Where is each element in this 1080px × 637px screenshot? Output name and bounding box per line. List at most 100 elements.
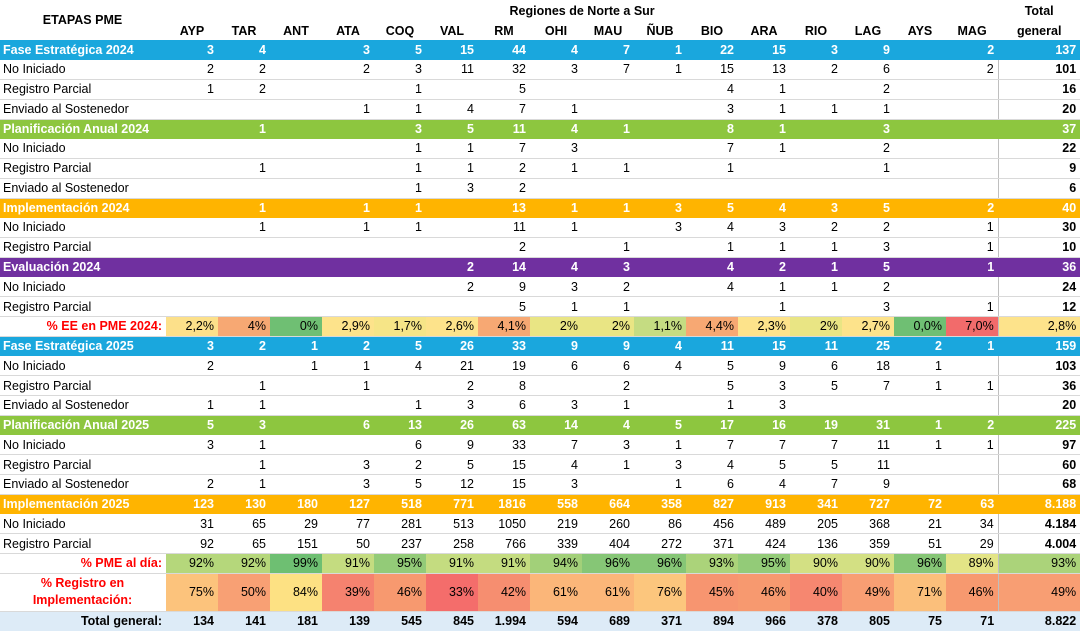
cell-lag: 727 bbox=[842, 494, 894, 514]
cell-ays bbox=[894, 198, 946, 218]
cell-ayp bbox=[166, 198, 218, 218]
cell-coq: 1 bbox=[374, 198, 426, 218]
cell-rm: 9 bbox=[478, 277, 530, 298]
cell-bio: 894 bbox=[686, 610, 738, 631]
cell-ayp: 31 bbox=[166, 514, 218, 535]
cell-tar: 4% bbox=[218, 316, 270, 337]
cell-rio: 136 bbox=[790, 533, 842, 554]
cell-ñub: 76% bbox=[634, 573, 686, 612]
cell-bio: 4 bbox=[686, 257, 738, 277]
cell-mag bbox=[946, 178, 999, 199]
cell-ñub: 96% bbox=[634, 553, 686, 574]
cell-ohi bbox=[530, 178, 582, 199]
cell-ara: 1 bbox=[738, 79, 790, 100]
cell-ohi: 4 bbox=[530, 119, 582, 139]
cell-mag: 29 bbox=[946, 533, 999, 554]
cell-ñub: 3 bbox=[634, 217, 686, 238]
cell-ayp: 2,2% bbox=[166, 316, 218, 337]
cell-coq: 237 bbox=[374, 533, 426, 554]
cell-mau: 664 bbox=[582, 494, 634, 514]
cell-tar: 1 bbox=[218, 119, 270, 139]
cell-coq: 3 bbox=[374, 119, 426, 139]
cell-mau: 1 bbox=[582, 296, 634, 317]
cell-ñub: 4 bbox=[634, 336, 686, 356]
cell-bio: 827 bbox=[686, 494, 738, 514]
cell-rm: 15 bbox=[478, 474, 530, 495]
cell-ata: 1 bbox=[322, 99, 374, 120]
cell-mag bbox=[946, 158, 999, 179]
cell-ata bbox=[322, 435, 374, 456]
cell-mau bbox=[582, 474, 634, 495]
cell-mau: 2% bbox=[582, 316, 634, 337]
header-total-line1: Total bbox=[998, 0, 1080, 20]
cell-ara: 9 bbox=[738, 356, 790, 377]
cell-coq: 1 bbox=[374, 158, 426, 179]
header-regiones: Regiones de Norte a Sur bbox=[166, 0, 999, 20]
table-row: Enviado al Sostenedor 2 1 3 5 12 15 3 1 6 4 7 9 68 bbox=[0, 474, 1080, 495]
cell-rm: 14 bbox=[478, 257, 530, 277]
cell-bio: 7 bbox=[686, 435, 738, 456]
cell-rio: 1 bbox=[790, 237, 842, 258]
cell-tar: 1 bbox=[218, 395, 270, 416]
cell-ara: 15 bbox=[738, 336, 790, 356]
cell-ohi: 14 bbox=[530, 415, 582, 435]
cell-mag bbox=[946, 277, 999, 298]
cell-coq bbox=[374, 277, 426, 298]
cell-total-general: 22 bbox=[997, 138, 1080, 159]
cell-mag: 2 bbox=[946, 415, 999, 435]
cell-ata: 2,9% bbox=[322, 316, 374, 337]
column-header-ara: ARA bbox=[738, 20, 790, 40]
cell-bio: 4 bbox=[686, 454, 738, 475]
cell-ant bbox=[270, 474, 322, 495]
table-row: Enviado al Sostenedor 1 1 4 7 1 3 1 1 1 20 bbox=[0, 99, 1080, 120]
cell-ñub bbox=[634, 79, 686, 100]
cell-ant bbox=[270, 99, 322, 120]
cell-ohi: 3 bbox=[530, 59, 582, 80]
cell-val bbox=[426, 217, 478, 238]
cell-ayp bbox=[166, 296, 218, 317]
cell-bio bbox=[686, 178, 738, 199]
cell-lag: 3 bbox=[842, 296, 894, 317]
cell-ata: 39% bbox=[322, 573, 374, 612]
cell-ayp bbox=[166, 99, 218, 120]
cell-rio bbox=[790, 79, 842, 100]
cell-rio bbox=[790, 158, 842, 179]
cell-rio: 11 bbox=[790, 336, 842, 356]
cell-tar: 92% bbox=[218, 553, 270, 574]
cell-total-general: 159 bbox=[998, 336, 1080, 356]
cell-ant bbox=[270, 435, 322, 456]
cell-coq: 5 bbox=[374, 474, 426, 495]
row-label: Implementación 2024 bbox=[0, 198, 166, 218]
cell-val: 26 bbox=[426, 336, 478, 356]
cell-tar: 130 bbox=[218, 494, 270, 514]
cell-ant bbox=[270, 40, 322, 60]
cell-total-general: 16 bbox=[997, 79, 1080, 100]
cell-total-general: 97 bbox=[997, 435, 1080, 456]
cell-ohi: 3 bbox=[530, 474, 582, 495]
cell-ayp: 2 bbox=[166, 356, 218, 377]
cell-mag bbox=[946, 474, 999, 495]
cell-ara: 16 bbox=[738, 415, 790, 435]
cell-rio: 3 bbox=[790, 40, 842, 60]
table-row: Registro Parcial 2 1 1 1 1 3 1 10 bbox=[0, 237, 1080, 258]
cell-mag: 1 bbox=[946, 296, 999, 317]
cell-ant bbox=[270, 277, 322, 298]
cell-rm: 1816 bbox=[478, 494, 530, 514]
cell-ohi: 2% bbox=[530, 316, 582, 337]
cell-rio bbox=[790, 138, 842, 159]
cell-val: 3 bbox=[426, 178, 478, 199]
cell-lag: 2 bbox=[842, 138, 894, 159]
cell-ohi: 6 bbox=[530, 356, 582, 377]
cell-coq: 4 bbox=[374, 356, 426, 377]
cell-tar bbox=[218, 257, 270, 277]
cell-ñub bbox=[634, 158, 686, 179]
table-body: Fase Estratégica 2024 3 4 3 5 15 44 4 7 1 22 15 3 9 2 1… bbox=[0, 40, 1080, 631]
cell-rio bbox=[790, 296, 842, 317]
cell-total-general: 103 bbox=[997, 356, 1080, 377]
cell-rm: 32 bbox=[478, 59, 530, 80]
cell-val: 26 bbox=[426, 415, 478, 435]
cell-ayp bbox=[166, 138, 218, 159]
cell-mag: 71 bbox=[946, 610, 999, 631]
cell-bio: 5 bbox=[686, 375, 738, 396]
cell-bio: 5 bbox=[686, 356, 738, 377]
